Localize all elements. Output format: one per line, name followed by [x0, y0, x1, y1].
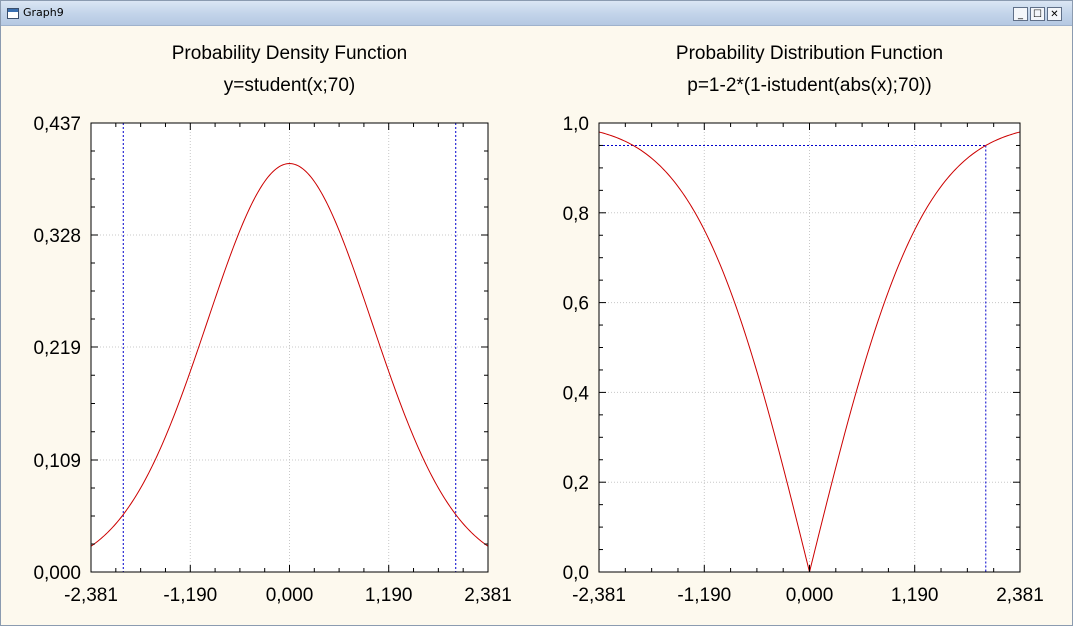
pdf-y-tick-label: 0,219: [33, 338, 81, 359]
cdf-chart-title: Probability Distribution Function: [676, 43, 943, 64]
minimize-button[interactable]: _: [1013, 7, 1028, 21]
pdf-y-tick-label: 0,328: [33, 226, 81, 247]
cdf-x-tick-label: -2,381: [572, 585, 626, 606]
cdf-y-tick-label: 0,4: [563, 383, 590, 404]
cdf-y-tick-label: 0,2: [563, 473, 589, 494]
title-bar[interactable]: Graph9 _ ☐ ✕: [1, 1, 1072, 26]
window-title: Graph9: [23, 6, 64, 19]
app-window-icon: [7, 8, 19, 19]
pdf-x-tick-label: -2,381: [64, 585, 118, 606]
pdf-y-tick-label: 0,437: [33, 114, 81, 135]
cdf-y-tick-label: 1,0: [563, 114, 589, 135]
cdf-y-tick-label: 0,8: [563, 204, 589, 225]
maximize-button[interactable]: ☐: [1030, 7, 1045, 21]
pdf-plot-area: [91, 123, 488, 572]
close-button[interactable]: ✕: [1047, 7, 1062, 21]
pdf-x-tick-label: 0,000: [266, 585, 314, 606]
cdf-plot-area: [599, 123, 1020, 572]
cdf-x-tick-label: 0,000: [786, 585, 834, 606]
pdf-chart-title: Probability Density Function: [172, 43, 408, 64]
cdf-x-tick-label: -1,190: [677, 585, 731, 606]
pdf-chart: Probability Density Function y=student(x;…: [33, 43, 512, 606]
distribution-chart: Probability Distribution Function p=1-2*(…: [563, 43, 1044, 606]
pdf-y-tick-label: 0,109: [33, 451, 81, 472]
cdf-x-tick-label: 2,381: [996, 585, 1044, 606]
cdf-chart-subtitle: p=1-2*(1-istudent(abs(x);70)): [687, 75, 931, 96]
pdf-chart-subtitle: y=student(x;70): [224, 75, 356, 96]
pdf-series-line: [90, 163, 489, 547]
pdf-y-tick-label: 0,000: [33, 563, 81, 584]
pdf-x-tick-label: -1,190: [163, 585, 217, 606]
cdf-y-tick-label: 0,0: [563, 563, 589, 584]
pdf-x-tick-label: 1,190: [365, 585, 413, 606]
pdf-x-tick-label: 2,381: [464, 585, 512, 606]
cdf-x-tick-label: 1,190: [891, 585, 939, 606]
cdf-y-tick-label: 0,6: [563, 294, 589, 315]
